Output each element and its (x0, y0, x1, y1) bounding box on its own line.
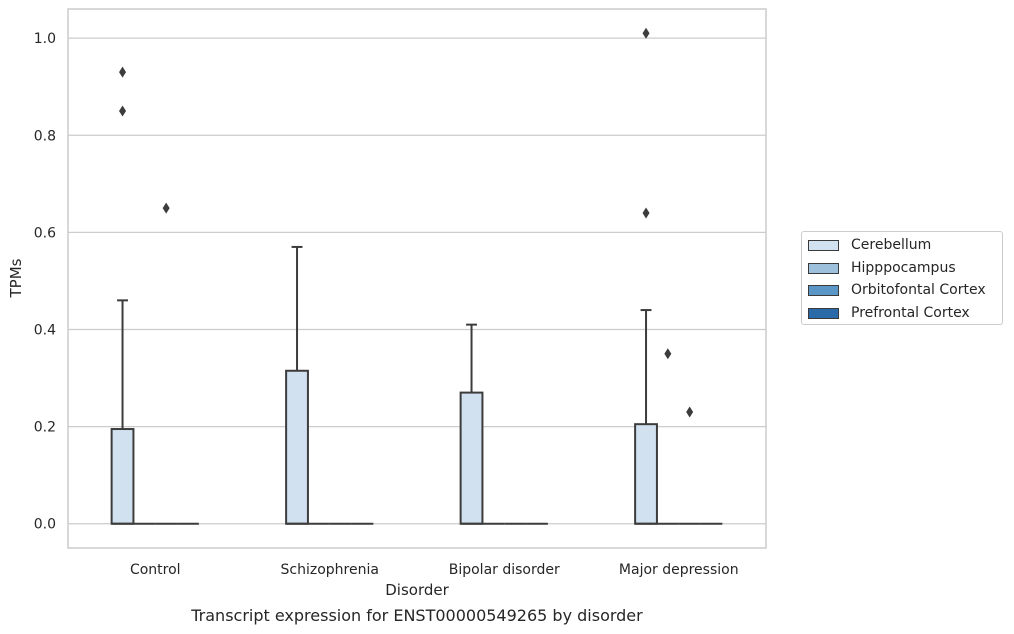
outlier-point (642, 207, 650, 219)
chart-caption: Transcript expression for ENST0000054926… (191, 606, 643, 625)
outlier-point (686, 406, 694, 418)
outlier-point (162, 202, 170, 214)
y-tick-label: 0.2 (34, 420, 56, 436)
x-tick-label: Major depression (619, 562, 739, 578)
plot-area-frame (67, 8, 767, 549)
legend-swatch (808, 307, 839, 319)
legend-label: Hipppocampus (851, 260, 956, 276)
outlier-point (119, 66, 127, 78)
y-tick-label: 0.6 (34, 225, 56, 241)
x-tick-label: Schizophrenia (281, 562, 379, 578)
legend-label: Orbitofontal Cortex (851, 282, 986, 298)
legend: Cerebellum Hipppocampus Orbitofontal Cor… (801, 231, 1003, 325)
legend-item-prefrontal-cortex: Prefrontal Cortex (808, 304, 970, 322)
x-axis-title: Disorder (385, 581, 449, 599)
y-tick-label: 0.8 (34, 128, 56, 144)
box (459, 391, 484, 525)
outlier-point (664, 348, 672, 360)
y-axis-title: TPMs (7, 258, 25, 298)
legend-swatch (808, 284, 839, 296)
legend-item-cerebellum: Cerebellum (808, 236, 931, 254)
y-tick-label: 1.0 (34, 31, 56, 47)
x-tick-label: Bipolar disorder (449, 562, 560, 578)
legend-item-hippocampus: Hipppocampus (808, 259, 956, 277)
y-tick-labels: 0.0 0.2 0.4 0.6 0.8 1.0 (34, 31, 56, 533)
x-tick-labels: Control Schizophrenia Bipolar disorder Majo… (130, 562, 739, 578)
y-tick-label: 0.0 (34, 517, 56, 533)
box-marks (110, 27, 723, 525)
box (285, 369, 309, 525)
legend-swatch (808, 239, 839, 251)
outlier-point (119, 105, 127, 117)
gridlines (68, 37, 766, 525)
outlier-point (642, 27, 650, 39)
box (110, 428, 135, 525)
x-tick-label: Control (130, 562, 181, 578)
y-tick-label: 0.4 (34, 322, 56, 338)
legend-item-orbitofrontal-cortex: Orbitofontal Cortex (808, 281, 986, 299)
legend-label: Cerebellum (851, 237, 932, 253)
box (634, 423, 658, 525)
legend-swatch (808, 262, 839, 274)
legend-label: Prefrontal Cortex (851, 305, 970, 321)
